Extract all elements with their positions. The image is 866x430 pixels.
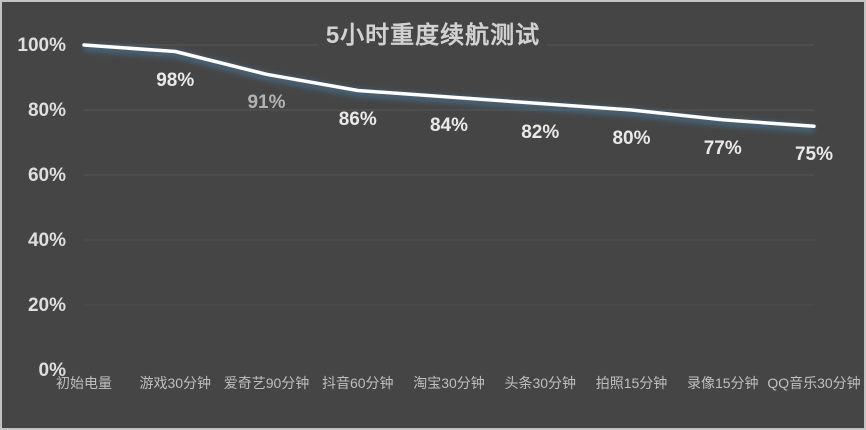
y-tick-label: 80% — [27, 100, 66, 121]
data-point-label: 75% — [794, 144, 834, 166]
x-category-label: 头条30分钟 — [504, 375, 577, 391]
x-category-label: 游戏30分钟 — [139, 375, 212, 391]
x-category-label: 录像15分钟 — [686, 375, 759, 391]
x-category-label: 初始电量 — [56, 375, 112, 391]
y-tick-label: 60% — [27, 165, 66, 186]
y-tick-label: 0% — [38, 360, 66, 381]
x-category-label: 抖音60分钟 — [321, 375, 394, 391]
y-tick-label: 20% — [27, 295, 66, 316]
line-glow — [83, 43, 815, 133]
data-point-label: 84% — [429, 115, 469, 136]
data-point-label: 82% — [521, 121, 560, 143]
data-point-label: 98% — [156, 69, 195, 91]
y-tick-label: 40% — [27, 230, 66, 251]
data-point-label: 80% — [612, 128, 651, 149]
x-category-label: QQ音乐30分钟 — [767, 375, 861, 391]
x-category-label: 拍照15分钟 — [595, 375, 668, 391]
x-category-label: 淘宝30分钟 — [413, 375, 485, 391]
data-point-label: 77% — [703, 137, 742, 159]
battery-level-line — [82, 43, 816, 129]
x-category-label: 爱奇艺90分钟 — [223, 375, 310, 391]
data-point-label: 86% — [338, 108, 377, 130]
data-point-label: 91% — [247, 92, 286, 114]
chart-title: 5小时重度续航测试 — [318, 15, 548, 50]
y-tick-label: 100% — [17, 35, 66, 56]
gridlines — [84, 44, 814, 306]
